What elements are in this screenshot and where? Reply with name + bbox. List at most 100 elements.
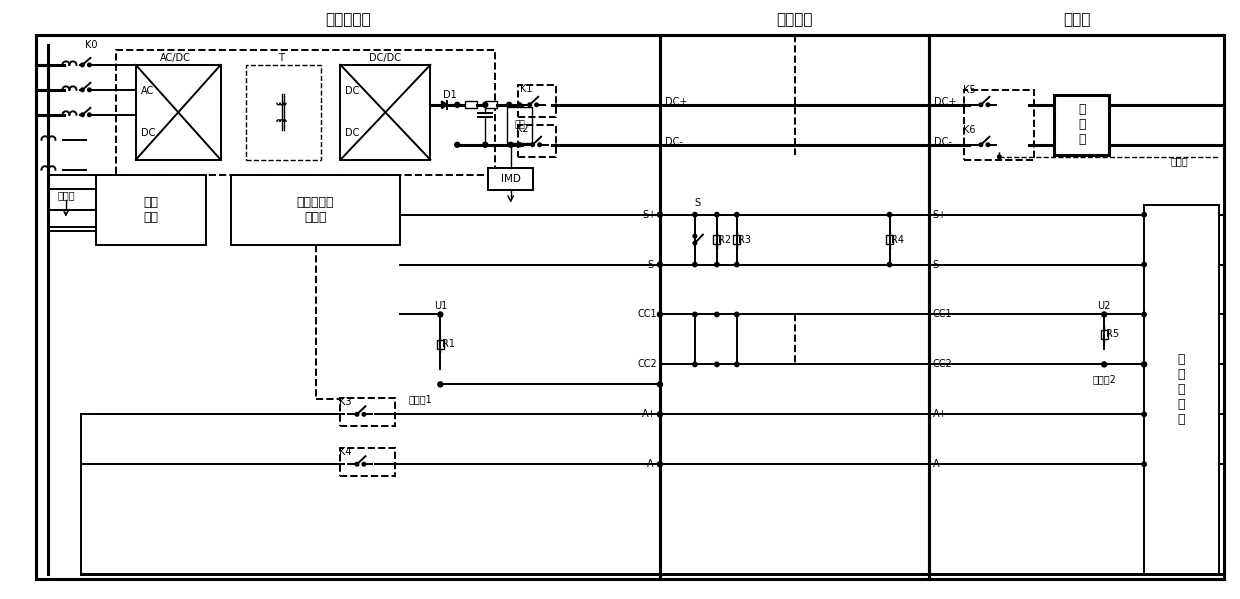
Circle shape [714,262,719,267]
Circle shape [997,155,1001,159]
Circle shape [455,143,460,147]
Circle shape [482,102,487,107]
Text: 直流快充桩
控制器: 直流快充桩 控制器 [296,196,335,223]
Circle shape [528,103,532,107]
Bar [341,398,396,426]
Bar [887,235,893,244]
Circle shape [1101,362,1106,367]
Text: K0: K0 [84,40,97,50]
Circle shape [88,63,92,66]
Text: U1: U1 [434,301,446,311]
Circle shape [531,143,534,147]
Text: S+: S+ [642,210,657,220]
Circle shape [508,143,513,147]
Circle shape [1142,262,1146,267]
Circle shape [986,143,990,147]
Text: R1: R1 [441,340,455,349]
Circle shape [362,413,366,416]
Circle shape [355,413,358,416]
Text: 车辆接口: 车辆接口 [776,13,813,28]
Bar [930,35,1224,579]
Circle shape [81,113,84,117]
Bar [1054,95,1110,155]
Circle shape [657,312,662,317]
Circle shape [980,103,982,107]
Circle shape [1101,312,1106,317]
Circle shape [88,88,92,92]
Circle shape [355,462,358,466]
Circle shape [714,362,719,367]
Text: DC: DC [346,128,360,138]
Circle shape [455,102,460,107]
Text: DC/DC: DC/DC [370,53,402,63]
Text: 车
辆
控
制
器: 车 辆 控 制 器 [1178,353,1185,426]
Circle shape [714,213,719,217]
Bar [246,65,320,160]
Bar [965,90,1034,160]
Circle shape [734,262,739,267]
Text: U2: U2 [1097,301,1111,311]
Text: S-: S- [647,259,657,270]
Circle shape [693,213,697,217]
Bar [1145,205,1219,574]
Circle shape [1142,362,1147,367]
Bar [518,85,556,117]
Circle shape [507,102,512,107]
Circle shape [986,103,990,107]
Circle shape [1142,213,1146,217]
Bar [36,35,660,579]
Text: IMD: IMD [501,174,521,184]
Text: 检测点2: 检测点2 [1092,374,1116,385]
Circle shape [88,113,92,117]
Circle shape [657,212,662,217]
Text: D1: D1 [444,90,458,100]
Text: A+: A+ [642,409,657,419]
Circle shape [482,143,487,147]
Text: K5: K5 [963,85,976,95]
Bar [485,101,497,108]
Text: K2: K2 [516,124,528,134]
Circle shape [693,241,697,245]
Circle shape [538,143,542,147]
Circle shape [693,234,697,238]
Bar [115,50,495,175]
Text: 电
池
包: 电 池 包 [1078,103,1085,146]
Circle shape [693,262,697,267]
Text: 电压: 电压 [515,120,525,129]
Text: AC: AC [141,86,154,96]
Text: A+: A+ [932,409,947,419]
Bar [341,448,396,476]
Circle shape [888,262,892,267]
Bar [1101,330,1107,339]
Text: 设备地: 设备地 [57,190,74,199]
Text: 直流快充桩: 直流快充桩 [325,13,371,28]
Text: S+: S+ [932,210,946,220]
Bar [489,168,533,190]
Text: 电动车: 电动车 [1063,13,1090,28]
Text: DC-: DC- [935,137,952,147]
Circle shape [1142,462,1146,467]
Circle shape [438,312,443,317]
Text: R2: R2 [718,235,732,244]
Text: T: T [278,53,284,63]
Text: K6: K6 [963,125,976,135]
Bar [231,175,401,244]
Text: DC-: DC- [665,137,683,147]
Bar [341,65,430,160]
Bar [95,175,206,244]
Text: A-: A- [932,459,942,469]
Circle shape [734,362,739,367]
Text: K3: K3 [340,397,352,407]
Circle shape [980,143,982,147]
Bar [136,65,221,160]
Text: DC+: DC+ [935,97,957,107]
Circle shape [734,312,739,317]
Bar [465,101,477,108]
Bar [518,125,556,157]
Text: DC: DC [346,86,360,96]
Circle shape [657,462,662,467]
Text: CC1: CC1 [637,310,657,319]
Circle shape [1142,412,1146,416]
Text: AC/DC: AC/DC [160,53,191,63]
Circle shape [81,88,84,92]
